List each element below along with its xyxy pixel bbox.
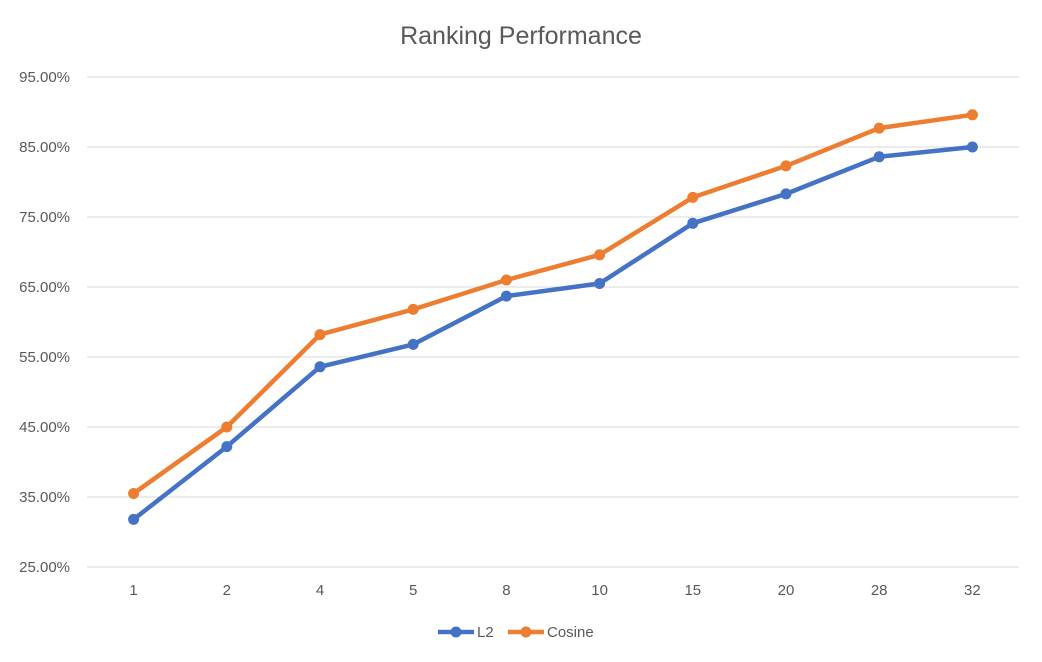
x-tick-label: 15 xyxy=(684,582,701,599)
x-tick-label: 1 xyxy=(129,582,137,599)
data-point xyxy=(780,160,792,172)
data-point xyxy=(407,338,419,350)
x-tick-label: 28 xyxy=(871,582,888,599)
data-point xyxy=(221,421,233,433)
y-tick-label: 55.00% xyxy=(19,349,70,366)
y-axis-ticks: 25.00% 35.00% 45.00% 55.00% 65.00% 75.00% 85.0… xyxy=(19,69,70,576)
data-point xyxy=(594,249,606,261)
y-tick-label: 65.00% xyxy=(19,279,70,296)
data-point xyxy=(780,188,792,200)
data-point xyxy=(966,141,978,153)
series-line xyxy=(131,144,975,522)
legend: L2 Cosine xyxy=(438,624,594,641)
legend-swatch-marker xyxy=(520,626,532,638)
legend-label: L2 xyxy=(477,624,494,641)
data-point xyxy=(594,278,606,289)
x-tick-label: 4 xyxy=(316,582,324,599)
data-point xyxy=(500,290,512,302)
series-cosine xyxy=(128,109,978,499)
chart-title: Ranking Performance xyxy=(400,22,642,50)
data-point xyxy=(500,274,512,286)
data-point xyxy=(221,441,233,453)
legend-item-cosine: Cosine xyxy=(508,624,594,641)
series-l2 xyxy=(128,141,978,525)
legend-item-l2: L2 xyxy=(438,624,494,641)
y-tick-label: 35.00% xyxy=(19,489,70,506)
data-point xyxy=(128,513,140,525)
x-axis-ticks: 1 2 4 5 8 10 15 20 28 32 xyxy=(129,582,980,599)
x-tick-label: 20 xyxy=(778,582,795,599)
legend-swatch-marker xyxy=(450,626,462,638)
y-tick-label: 75.00% xyxy=(19,209,70,226)
data-point xyxy=(314,361,326,373)
data-point xyxy=(128,488,140,499)
series-lines xyxy=(128,109,978,525)
y-tick-label: 45.00% xyxy=(19,419,70,436)
y-tick-label: 25.00% xyxy=(19,559,70,576)
x-tick-label: 10 xyxy=(591,582,608,599)
data-point xyxy=(873,122,885,134)
gridlines xyxy=(87,76,1019,568)
y-tick-label: 85.00% xyxy=(19,139,70,156)
x-tick-label: 2 xyxy=(223,582,231,599)
x-tick-label: 32 xyxy=(964,582,981,599)
legend-label: Cosine xyxy=(547,624,594,641)
data-point xyxy=(966,109,978,121)
data-point xyxy=(687,217,699,229)
data-point xyxy=(687,191,699,203)
data-point xyxy=(407,303,419,315)
data-point xyxy=(873,151,885,163)
data-point xyxy=(314,329,326,341)
x-tick-label: 5 xyxy=(409,582,417,599)
x-tick-label: 8 xyxy=(502,582,510,599)
series-line xyxy=(131,112,975,496)
y-tick-label: 95.00% xyxy=(19,69,70,86)
